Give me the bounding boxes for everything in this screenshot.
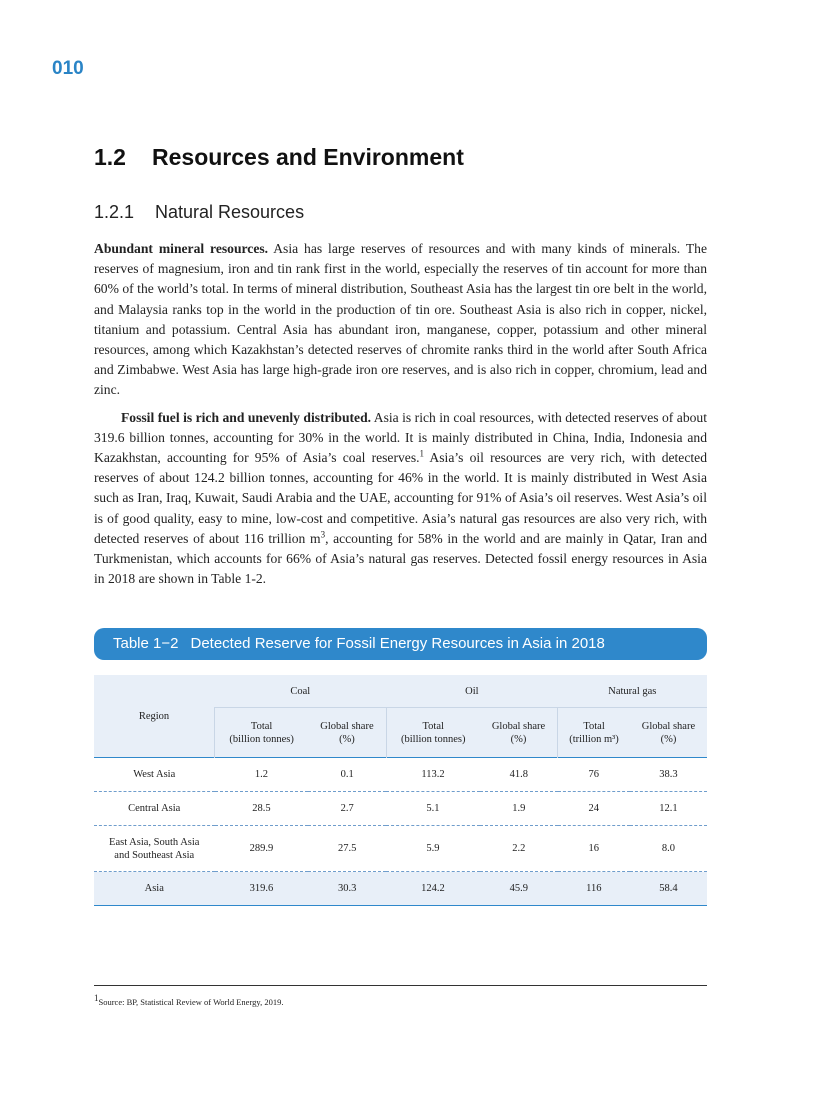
subsection-heading: 1.2.1 Natural Resources <box>94 202 304 223</box>
text-run: Asia is rich in coal resources, with det… <box>94 409 707 466</box>
region-cell: Asia <box>94 871 215 906</box>
column-header: Total (billion tonnes) <box>214 707 309 758</box>
paragraph: Fossil fuel is rich and unevenly distrib… <box>94 408 707 590</box>
footnote: 1Source: BP, Statistical Review of World… <box>94 994 284 1007</box>
text-run: Source: BP, Statistical Review of World … <box>98 997 284 1007</box>
table-cell: 116 <box>557 871 630 906</box>
table-cell: 0.1 <box>308 757 387 792</box>
table-cell: 45.9 <box>479 871 558 906</box>
section-number: 1.2 <box>94 144 126 170</box>
table-cell: 16 <box>557 825 630 872</box>
subheader-row: Total (billion tonnes) Global share (%) To… <box>94 707 707 758</box>
table-cell: 38.3 <box>629 757 707 792</box>
page-number: 010 <box>52 58 84 79</box>
column-header: Global share (%) <box>629 707 707 758</box>
lead-text: Fossil fuel is rich and unevenly distrib… <box>121 409 372 425</box>
data-table: Region Coal Oil Natural gas Total (billion t… <box>94 675 707 906</box>
table-cell: 1.9 <box>479 791 558 826</box>
group-header: Coal <box>290 685 311 697</box>
table-row: West Asia 1.2 0.1 113.2 41.8 76 38.3 <box>94 757 707 792</box>
region-cell: Central Asia <box>94 791 215 826</box>
text-run: , accounting for 58% in the world and ar… <box>94 530 707 587</box>
footnote-rule <box>94 985 707 986</box>
table-cell: 27.5 <box>308 825 387 872</box>
column-header: Global share (%) <box>479 707 558 758</box>
section-heading: 1.2 Resources and Environment <box>94 144 464 171</box>
column-header: Total (trillion m³) <box>557 707 630 758</box>
header-row: Region Coal Oil Natural gas <box>94 675 707 722</box>
column-header: Total (billion tonnes) <box>385 707 480 758</box>
table-cell: 76 <box>557 757 630 792</box>
paragraph: Abundant mineral resources. Asia has lar… <box>94 239 707 401</box>
table-cell: 8.0 <box>629 825 707 872</box>
table-cell: 124.2 <box>386 871 480 906</box>
table-cell: 5.1 <box>386 791 480 826</box>
group-header: Natural gas <box>608 685 657 697</box>
table-cell: 28.5 <box>214 791 309 826</box>
subsection-title: Natural Resources <box>155 202 305 222</box>
group-header: Oil <box>465 685 479 697</box>
superscript: 1 <box>419 448 425 459</box>
region-header: Region <box>138 710 170 722</box>
table-row: Asia 319.6 30.3 124.2 45.9 116 58.4 <box>94 871 707 906</box>
table-cell: 41.8 <box>479 757 558 792</box>
section-title: Resources and Environment <box>152 144 464 170</box>
lead-text: Abundant mineral resources. <box>94 241 269 256</box>
table-caption: Table 1−2 Detected Reserve for Fossil Ene… <box>94 628 707 660</box>
table-row: East Asia, South Asia and Southeast Asia… <box>94 825 707 872</box>
table-cell: 12.1 <box>629 791 707 826</box>
superscript: 3 <box>320 529 326 540</box>
table-cell: 289.9 <box>214 825 309 872</box>
table-cell: 2.7 <box>308 791 387 826</box>
column-header: Global share (%) <box>308 707 387 758</box>
table-row: Central Asia 28.5 2.7 5.1 1.9 24 12.1 <box>94 791 707 826</box>
text-run: Asia has large reserves of resources and… <box>94 241 707 398</box>
superscript: 1 <box>94 993 99 1004</box>
caption-label: Table 1−2 <box>113 635 179 652</box>
table-cell: 58.4 <box>629 871 707 906</box>
table-cell: 24 <box>557 791 630 826</box>
body-text: Abundant mineral resources. Asia has lar… <box>94 239 707 596</box>
table-cell: 5.9 <box>386 825 480 872</box>
table-cell: 1.2 <box>214 757 309 792</box>
subsection-number: 1.2.1 <box>94 202 135 222</box>
table-cell: 319.6 <box>214 871 309 906</box>
table-cell: 30.3 <box>308 871 387 906</box>
table-cell: 113.2 <box>386 757 480 792</box>
region-cell: West Asia <box>94 757 215 792</box>
caption-title: Detected Reserve for Fossil Energy Resou… <box>190 635 605 652</box>
table-cell: 2.2 <box>479 825 558 872</box>
region-cell: East Asia, South Asia and Southeast Asia <box>94 825 215 872</box>
text-run: Asia’s oil resources are very rich, with… <box>94 450 707 546</box>
